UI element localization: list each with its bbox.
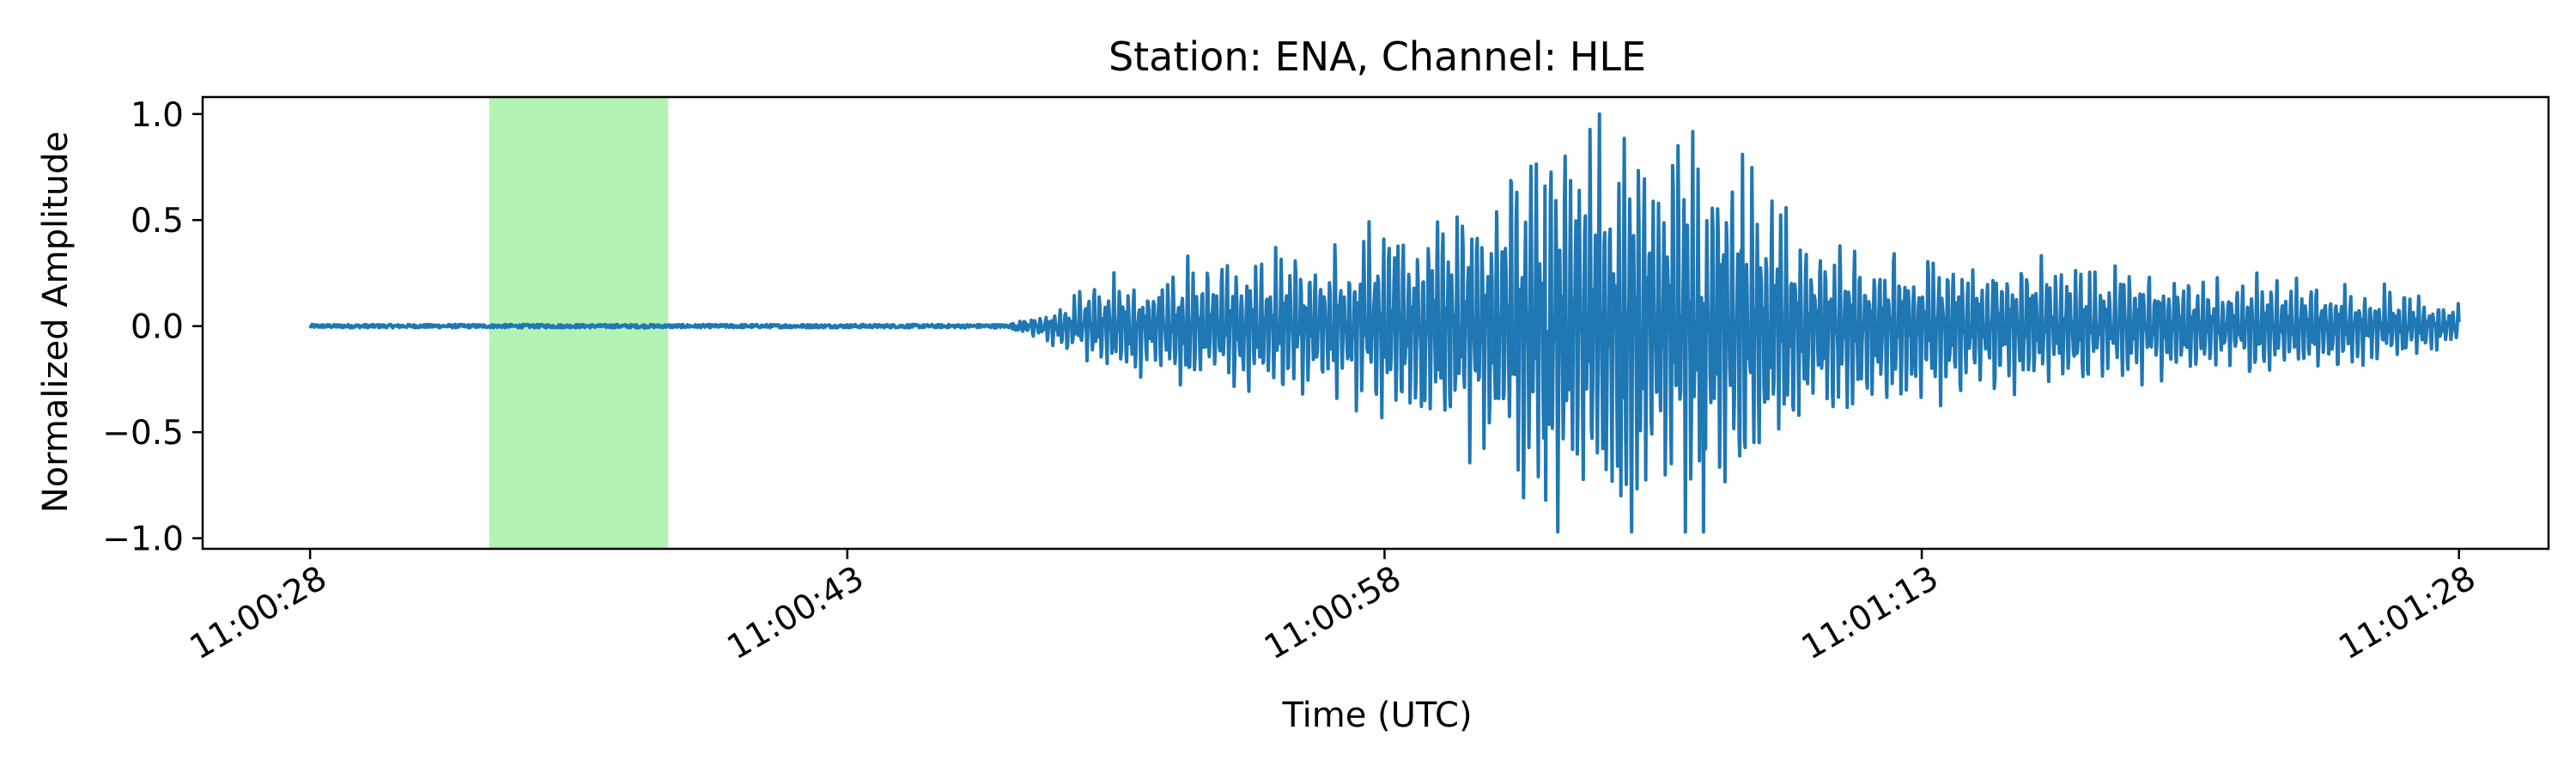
y-tick-label: 0.0 — [131, 308, 184, 347]
y-tick-label: −1.0 — [102, 520, 184, 559]
plot-area: 1.0 0.5 0.0 −0.5 −1.011:00:28 11:00:43 11:00:5… — [102, 95, 2550, 668]
highlight-span — [489, 97, 669, 549]
y-tick-label: 1.0 — [131, 96, 184, 135]
y-axis-label: Normalized Amplitude — [36, 131, 76, 514]
x-tick-label: 11:01:28 — [2333, 559, 2482, 668]
x-tick-label: 11:00:43 — [721, 559, 871, 668]
x-tick-label: 11:01:13 — [1795, 559, 1945, 668]
y-tick-label: 0.5 — [131, 202, 184, 240]
x-axis-label: Time (UTC) — [1281, 696, 1472, 735]
y-tick-label: −0.5 — [102, 414, 184, 453]
x-tick-label: 11:00:58 — [1258, 559, 1407, 668]
x-tick-label: 11:00:28 — [184, 559, 333, 668]
chart-title: Station: ENA, Channel: HLE — [1109, 33, 1646, 80]
plot-frame — [201, 95, 2550, 551]
waveform-series-line — [308, 112, 2461, 534]
